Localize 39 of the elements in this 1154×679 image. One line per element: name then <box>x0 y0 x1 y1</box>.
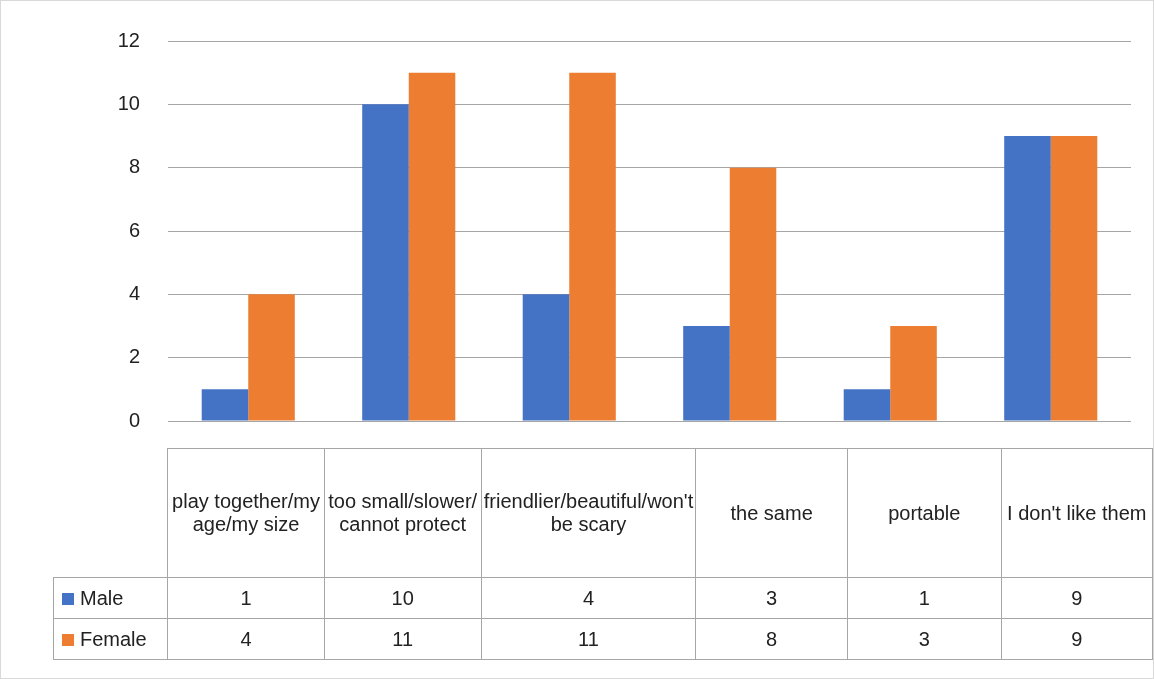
data-label: 9 <box>1001 618 1153 660</box>
data-label: 4 <box>481 577 696 619</box>
data-label: 3 <box>695 577 848 619</box>
data-label: 11 <box>481 618 696 660</box>
data-label: 1 <box>847 577 1002 619</box>
data-label: 9 <box>1001 577 1153 619</box>
data-label: 1 <box>167 577 325 619</box>
data-label: 3 <box>847 618 1002 660</box>
x-tick-label: friendlier/beautiful/won't be scary <box>481 448 696 578</box>
y-tick-label: 2 <box>128 345 140 368</box>
bar <box>843 389 891 421</box>
y-tick-label: 10 <box>117 91 140 114</box>
bar <box>408 72 456 421</box>
x-tick-label: the same <box>695 448 848 578</box>
legend-label: Male <box>53 577 168 619</box>
bar <box>890 326 937 421</box>
y-tick-label: 12 <box>117 28 140 51</box>
bar <box>569 72 616 421</box>
y-tick-label: 0 <box>128 408 140 431</box>
x-tick-label: too small/slower/ cannot protect <box>324 448 482 578</box>
bar <box>683 326 730 421</box>
bar <box>201 389 249 421</box>
y-tick-label: 4 <box>128 281 140 304</box>
x-tick-label: play together/my age/my size <box>167 448 325 578</box>
data-label: 10 <box>324 577 482 619</box>
bar <box>729 167 777 421</box>
bar <box>1050 136 1098 421</box>
y-tick-label: 8 <box>128 155 140 178</box>
data-label: 4 <box>167 618 325 660</box>
y-tick-label: 6 <box>128 218 140 241</box>
bar <box>522 294 570 421</box>
bar <box>362 104 409 421</box>
bar <box>1004 136 1051 421</box>
legend-label: Female <box>53 618 168 660</box>
data-label: 11 <box>324 618 482 660</box>
x-tick-label: portable <box>847 448 1002 578</box>
bar <box>248 294 295 421</box>
x-tick-label: I don't like them <box>1001 448 1153 578</box>
data-label: 8 <box>695 618 848 660</box>
